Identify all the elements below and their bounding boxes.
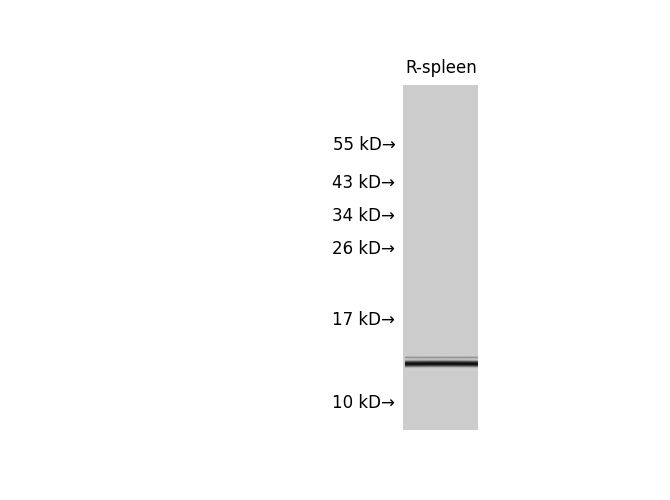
- Text: 55 kD→: 55 kD→: [332, 136, 395, 154]
- Text: 17 kD→: 17 kD→: [332, 311, 395, 329]
- Bar: [403, 85, 478, 430]
- Text: 43 kD→: 43 kD→: [332, 174, 395, 192]
- Text: R-spleen: R-spleen: [405, 60, 477, 78]
- Text: 26 kD→: 26 kD→: [332, 240, 395, 258]
- Text: 34 kD→: 34 kD→: [332, 207, 395, 225]
- Text: 10 kD→: 10 kD→: [332, 394, 395, 412]
